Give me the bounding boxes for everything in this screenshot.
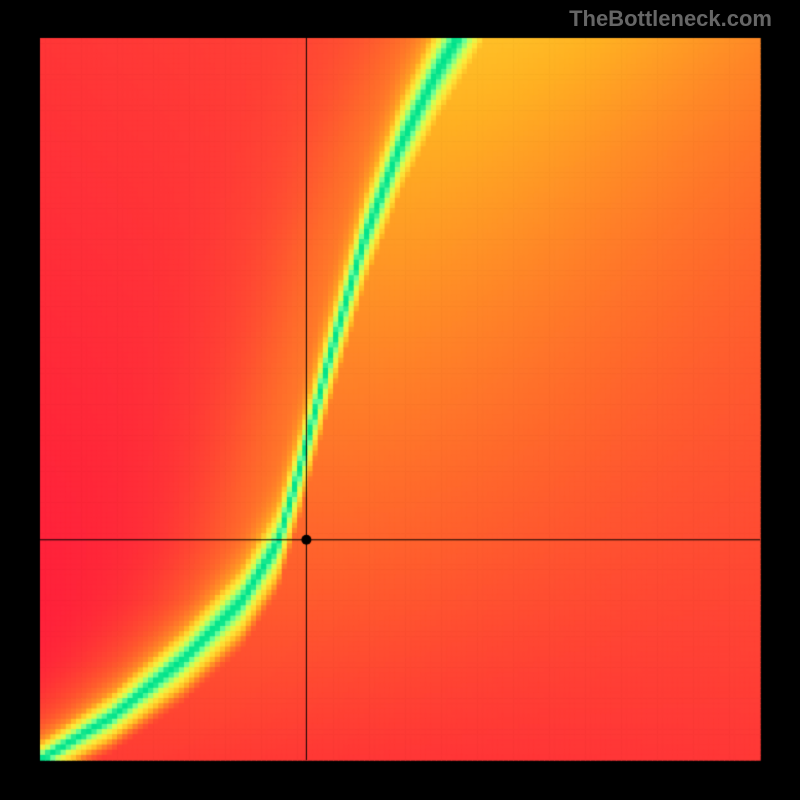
watermark-text: TheBottleneck.com [569,6,772,32]
chart-container: TheBottleneck.com [0,0,800,800]
heatmap-canvas [0,0,800,800]
